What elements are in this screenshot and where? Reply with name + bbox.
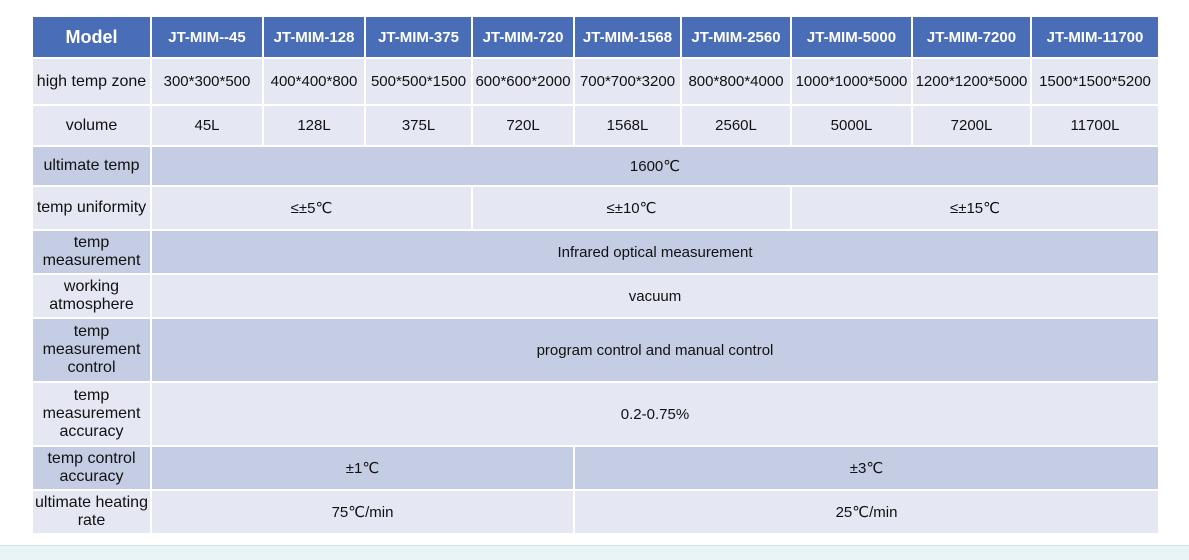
measurement-row: temp measurement Infrared optical measur… <box>33 231 1158 273</box>
row-label: temp measurement accuracy <box>33 383 150 445</box>
row-label: high temp zone <box>33 59 150 104</box>
table-cell: 45L <box>152 106 262 145</box>
table-cell: program control and manual control <box>152 319 1158 381</box>
table-cell: 7200L <box>913 106 1030 145</box>
table-cell: 11700L <box>1032 106 1158 145</box>
model-name-header: JT-MIM-7200 <box>913 17 1030 57</box>
table-cell: 1500*1500*5200 <box>1032 59 1158 104</box>
table-cell: 25℃/min <box>575 491 1158 533</box>
table-cell: 375L <box>366 106 471 145</box>
table-cell: 1568L <box>575 106 680 145</box>
heating-rate-row: ultimate heating rate 75℃/min 25℃/min <box>33 491 1158 533</box>
measurement-control-row: temp measurement control program control… <box>33 319 1158 381</box>
table-cell: 720L <box>473 106 573 145</box>
model-name-header: JT-MIM-1568 <box>575 17 680 57</box>
header-row: Model JT-MIM--45 JT-MIM-128 JT-MIM-375 J… <box>33 17 1158 57</box>
row-label: temp control accuracy <box>33 447 150 489</box>
table-cell: Infrared optical measurement <box>152 231 1158 273</box>
measurement-accuracy-row: temp measurement accuracy 0.2-0.75% <box>33 383 1158 445</box>
row-label: working atmosphere <box>33 275 150 317</box>
ultimate-temp-row: ultimate temp 1600℃ <box>33 147 1158 185</box>
zone-row: high temp zone 300*300*500 400*400*800 5… <box>33 59 1158 104</box>
table-cell: 700*700*3200 <box>575 59 680 104</box>
atmosphere-row: working atmosphere vacuum <box>33 275 1158 317</box>
model-name-header: JT-MIM-11700 <box>1032 17 1158 57</box>
table-cell: ≤±10℃ <box>473 187 790 229</box>
table-cell: ≤±5℃ <box>152 187 471 229</box>
row-label: temp measurement <box>33 231 150 273</box>
row-label: ultimate heating rate <box>33 491 150 533</box>
table-cell: 0.2-0.75% <box>152 383 1158 445</box>
table-cell: 5000L <box>792 106 911 145</box>
table-cell: 128L <box>264 106 364 145</box>
table-cell: ±3℃ <box>575 447 1158 489</box>
model-name-header: JT-MIM--45 <box>152 17 262 57</box>
row-label: ultimate temp <box>33 147 150 185</box>
row-label: temp uniformity <box>33 187 150 229</box>
table-cell: 75℃/min <box>152 491 573 533</box>
table-cell: 1000*1000*5000 <box>792 59 911 104</box>
table-cell: 400*400*800 <box>264 59 364 104</box>
table-cell: 1200*1200*5000 <box>913 59 1030 104</box>
model-header: Model <box>33 17 150 57</box>
table-cell: ≤±15℃ <box>792 187 1158 229</box>
control-accuracy-row: temp control accuracy ±1℃ ±3℃ <box>33 447 1158 489</box>
model-name-header: JT-MIM-5000 <box>792 17 911 57</box>
table-cell: 2560L <box>682 106 790 145</box>
bottom-band <box>0 545 1189 560</box>
uniformity-row: temp uniformity ≤±5℃ ≤±10℃ ≤±15℃ <box>33 187 1158 229</box>
table-cell: 1600℃ <box>152 147 1158 185</box>
spec-table: Model JT-MIM--45 JT-MIM-128 JT-MIM-375 J… <box>31 15 1160 535</box>
model-name-header: JT-MIM-375 <box>366 17 471 57</box>
volume-row: volume 45L 128L 375L 720L 1568L 2560L 50… <box>33 106 1158 145</box>
table-cell: 300*300*500 <box>152 59 262 104</box>
row-label: temp measurement control <box>33 319 150 381</box>
table-cell: 800*800*4000 <box>682 59 790 104</box>
model-name-header: JT-MIM-128 <box>264 17 364 57</box>
model-name-header: JT-MIM-720 <box>473 17 573 57</box>
table-cell: ±1℃ <box>152 447 573 489</box>
table-cell: 600*600*2000 <box>473 59 573 104</box>
model-name-header: JT-MIM-2560 <box>682 17 790 57</box>
table-cell: 500*500*1500 <box>366 59 471 104</box>
row-label: volume <box>33 106 150 145</box>
table-cell: vacuum <box>152 275 1158 317</box>
